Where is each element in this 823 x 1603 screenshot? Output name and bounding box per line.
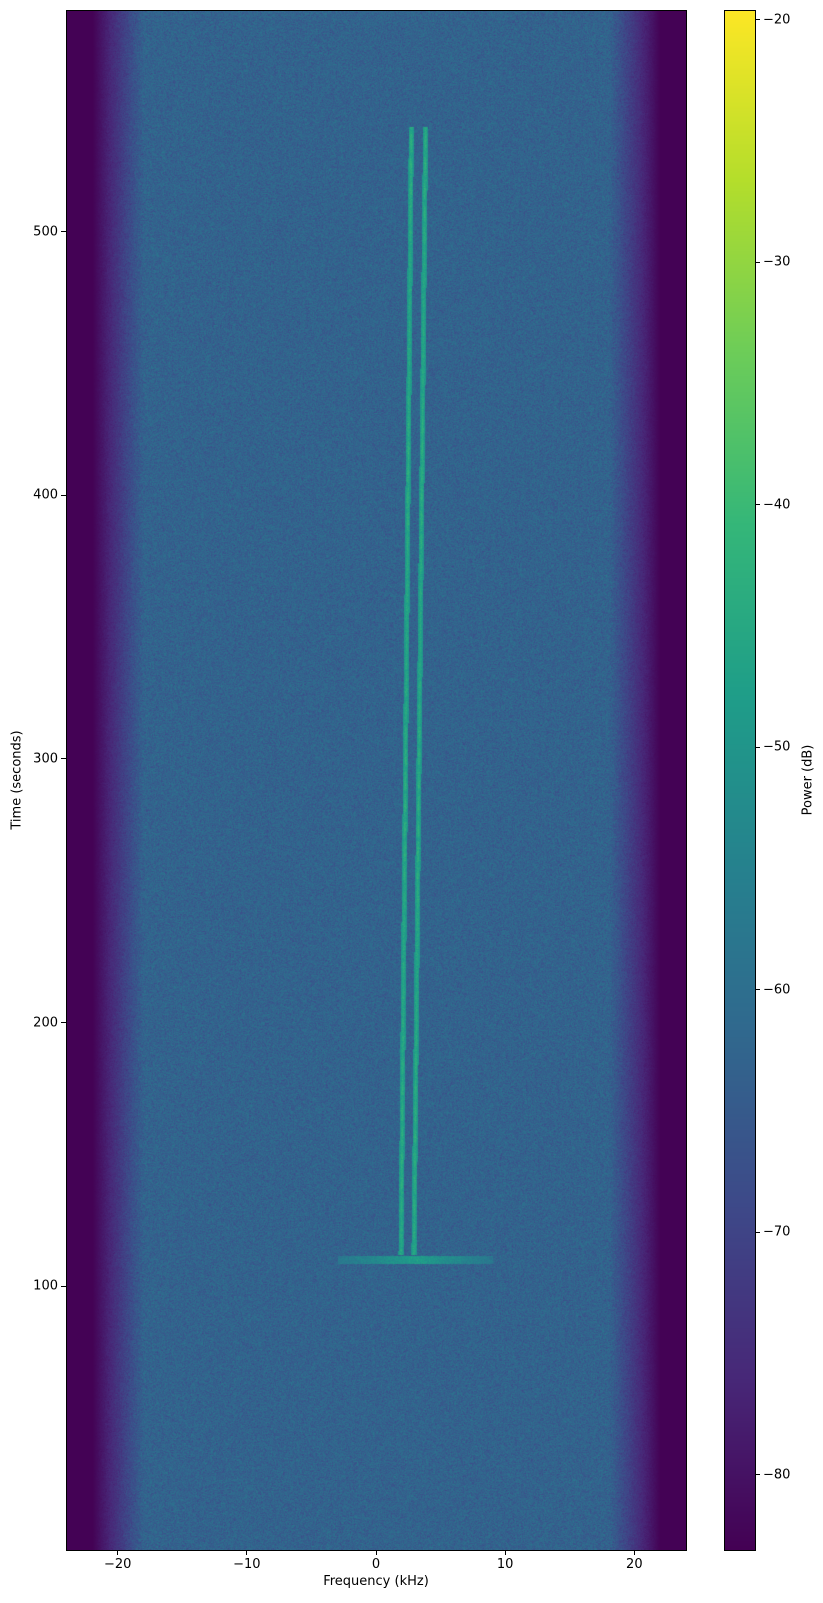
colorbar <box>724 10 755 1550</box>
spectrogram-plot-area <box>66 10 686 1550</box>
colorbar-tick-label: −50 <box>763 739 791 755</box>
x-tick-label: 0 <box>371 1557 381 1572</box>
colorbar-tick-label: −80 <box>763 1467 791 1483</box>
x-tick-mark <box>375 1550 377 1555</box>
y-tick-label: 300 <box>33 751 58 767</box>
colorbar-tick-label: −70 <box>763 1224 791 1240</box>
colorbar-tick-mark <box>755 19 760 21</box>
colorbar-tick-mark <box>755 504 760 506</box>
y-tick-mark <box>61 758 66 760</box>
x-axis-label: Frequency (kHz) <box>323 1574 429 1589</box>
y-tick-label: 500 <box>33 224 58 239</box>
x-tick-mark <box>117 1550 119 1555</box>
colorbar-label: Power (dB) <box>800 744 816 816</box>
spectrogram-heatmap <box>66 10 686 1550</box>
x-tick-label: −10 <box>233 1557 261 1572</box>
y-tick-label: 100 <box>33 1278 58 1294</box>
colorbar-tick-mark <box>755 989 760 991</box>
y-tick-mark <box>61 1022 66 1024</box>
x-tick-mark <box>633 1550 635 1555</box>
colorbar-tick-label: −20 <box>763 12 791 28</box>
y-tick-label: 200 <box>33 1015 58 1031</box>
colorbar-tick-mark <box>755 1474 760 1476</box>
y-tick-label: 400 <box>33 487 58 503</box>
x-tick-mark <box>246 1550 248 1555</box>
y-tick-mark <box>61 231 66 232</box>
x-tick-label: 20 <box>626 1557 643 1572</box>
y-tick-mark <box>61 1285 66 1287</box>
colorbar-tick-mark <box>755 1231 760 1233</box>
y-axis-label: Time (seconds) <box>9 730 25 830</box>
colorbar-tick-mark <box>755 746 760 748</box>
colorbar-tick-mark <box>755 261 760 263</box>
x-tick-label: −20 <box>103 1557 132 1572</box>
colorbar-tick-label: −60 <box>763 982 791 998</box>
colorbar-tick-label: −30 <box>763 254 791 270</box>
x-tick-label: 10 <box>496 1557 514 1572</box>
y-tick-mark <box>61 494 66 496</box>
x-tick-mark <box>504 1550 506 1555</box>
colorbar-tick-label: −40 <box>763 497 791 513</box>
